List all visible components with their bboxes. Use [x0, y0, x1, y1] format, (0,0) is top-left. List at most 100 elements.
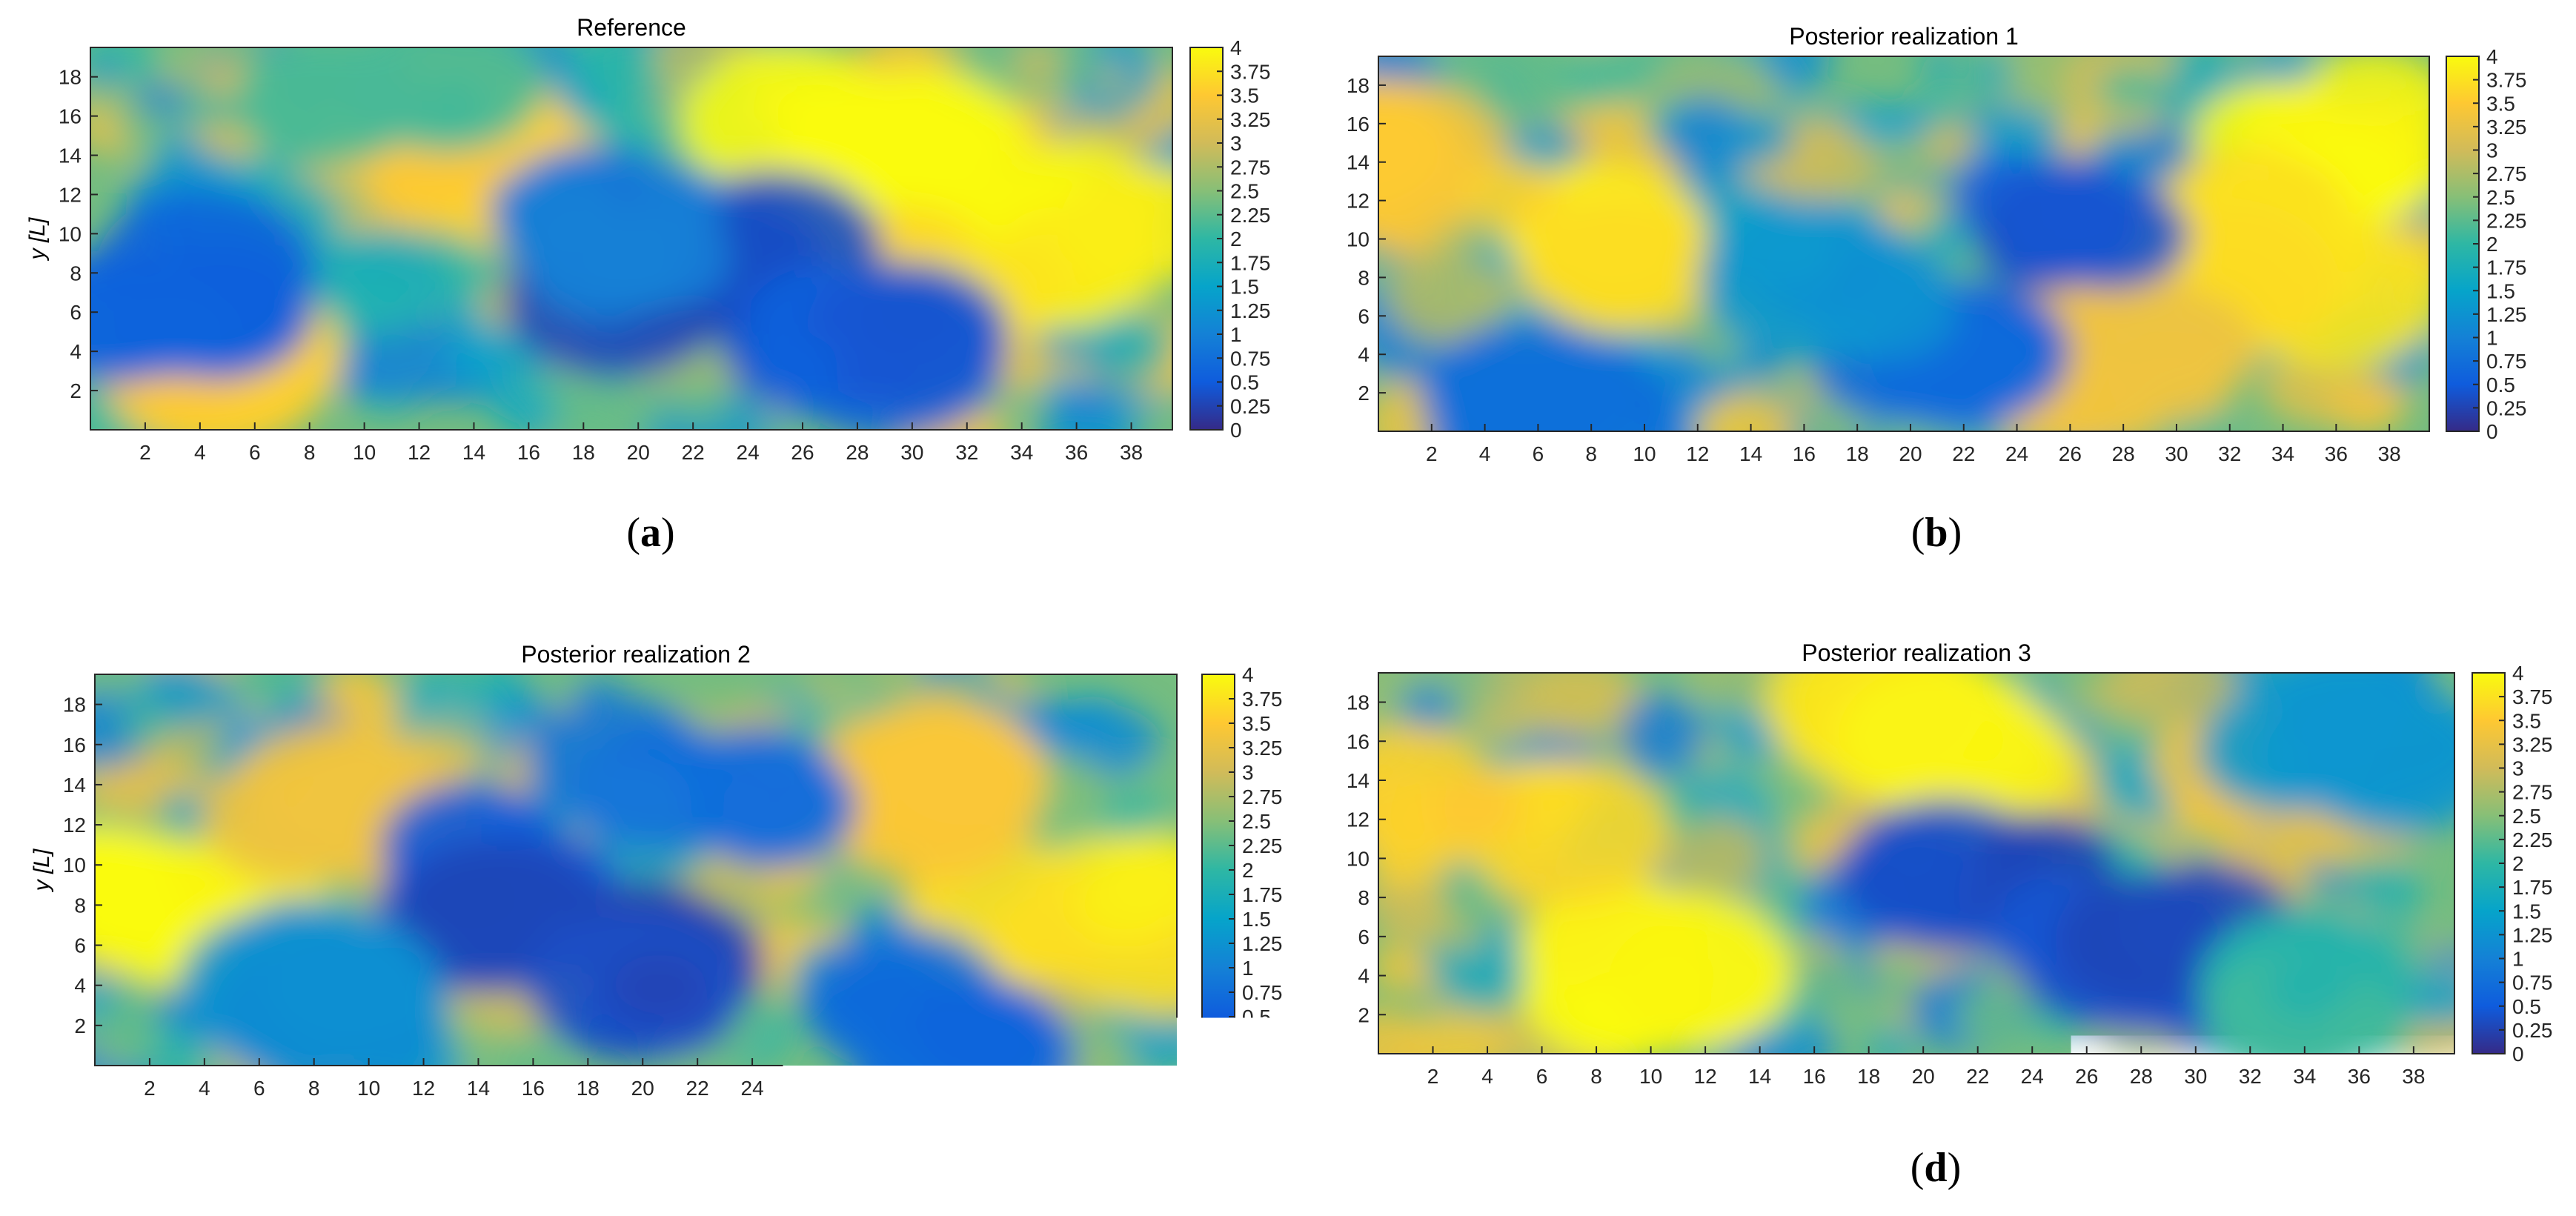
x-tick-label: 6 [253, 1077, 265, 1100]
x-tick-label: 12 [412, 1077, 435, 1100]
x-tick-label: 4 [1481, 1065, 1493, 1088]
x-tick-label: 28 [850, 1077, 873, 1100]
x-tick-label: 2 [1426, 442, 1438, 465]
colorbar-tick-label: 0 [1230, 419, 1242, 442]
x-tick-label: 22 [1952, 442, 1975, 465]
x-tick-label: 16 [522, 1077, 545, 1100]
x-tick-label: 22 [686, 1077, 709, 1100]
panel-caption: (b) [1911, 510, 1962, 556]
colorbar-tick-label: 0 [2512, 1043, 2524, 1066]
y-tick-label: 14 [63, 774, 86, 797]
colorbar-tick-label: 2 [1230, 227, 1242, 250]
colorbar-tick-label: 3.5 [1242, 712, 1271, 735]
x-tick-label: 10 [1633, 442, 1656, 465]
chart-title: Posterior realization 1 [1789, 23, 2018, 50]
colorbar-tick-label: 0.75 [1230, 347, 1271, 370]
heatmap-field [13, 642, 1261, 1134]
x-tick-label: 6 [249, 441, 261, 464]
panel-d: 2 4 6 8 10 12 14 16 18 20 22 24 26 28 30 32 34 36 38246810… [1323, 627, 2553, 1191]
colorbar-tick-label: 2.25 [1242, 834, 1283, 857]
x-tick-label: 32 [2218, 442, 2241, 465]
colorbar-tick-label: 3.75 [2486, 69, 2527, 92]
x-tick-label: 32 [960, 1077, 983, 1100]
x-tick-label: 38 [2378, 442, 2401, 465]
x-tick-label: 26 [795, 1077, 818, 1100]
y-tick-label: 8 [1358, 266, 1370, 289]
colorbar-tick-label: 2.5 [1242, 810, 1271, 833]
colorbar-tick-label: 2.75 [2512, 781, 2553, 804]
x-tick-label: 36 [2325, 442, 2348, 465]
y-tick-label: 6 [74, 934, 86, 957]
chart-title: Posterior realization 2 [521, 641, 750, 668]
colorbar-tick-label: 1.5 [2486, 279, 2515, 302]
colorbar-tick-label: 0.25 [1242, 1030, 1283, 1053]
x-tick-label: 36 [1065, 441, 1088, 464]
y-tick-label: 2 [1358, 1003, 1370, 1026]
colorbar-tick-label: 2.75 [2486, 162, 2527, 185]
colorbar-tick-label: 2.5 [2512, 805, 2541, 828]
colorbar-tick-label: 2.25 [1230, 204, 1271, 227]
y-tick-label: 8 [1358, 886, 1370, 909]
x-tick-label: 2 [1427, 1065, 1439, 1088]
colorbar-tick-label: 2.5 [1230, 180, 1259, 203]
colorbar-tick-label: 2 [2512, 852, 2524, 875]
y-tick-label: 4 [70, 340, 82, 363]
x-tick-label: 4 [194, 441, 206, 464]
x-tick-label: 10 [357, 1077, 380, 1100]
y-tick-label: 4 [1358, 965, 1370, 988]
colorbar-tick-label: 1 [1242, 957, 1254, 980]
x-tick-label: 6 [1533, 442, 1544, 465]
y-tick-label: 18 [1347, 691, 1370, 714]
x-tick-label: 24 [2021, 1065, 2044, 1088]
x-tick-label: 14 [462, 441, 485, 464]
y-tick-label: 12 [59, 183, 82, 206]
x-tick-label: 38 [2402, 1065, 2425, 1088]
colorbar-tick-label: 1.25 [2486, 303, 2527, 326]
y-tick-label: 10 [1347, 847, 1370, 870]
colorbar-tick-label: 0.25 [2512, 1019, 2553, 1042]
y-tick-label: 12 [1347, 808, 1370, 831]
colorbar-tick-label: 2.75 [1230, 156, 1271, 179]
x-tick-label: 4 [199, 1077, 210, 1100]
x-tick-label: 8 [308, 1077, 320, 1100]
colorbar-tick-label: 0.5 [1242, 1006, 1271, 1029]
x-tick-label: 24 [737, 441, 760, 464]
panel-caption: (c) [628, 1145, 674, 1191]
y-tick-label: 12 [63, 814, 86, 837]
x-tick-label: 18 [1846, 442, 1869, 465]
x-tick-label: 38 [1120, 441, 1143, 464]
colorbar-tick-label: 1.75 [2486, 256, 2527, 279]
chart-title: Reference [577, 14, 686, 41]
colorbar-tick-label: 3 [2486, 139, 2498, 162]
x-tick-label: 34 [2271, 442, 2294, 465]
colorbar-tick-label: 0.25 [1230, 395, 1271, 418]
colorbar-tick-label: 3.5 [1230, 84, 1259, 107]
colorbar-tick-label: 1.5 [2512, 900, 2541, 923]
y-tick-label: 16 [1347, 113, 1370, 136]
colorbar-tick-label: 0.25 [2486, 396, 2527, 419]
colorbar-tick-label: 0.75 [1242, 981, 1283, 1004]
y-tick-label: 6 [1358, 926, 1370, 948]
panel-caption: (d) [1911, 1145, 1961, 1191]
x-tick-label: 12 [408, 441, 431, 464]
colorbar-tick-label: 1.25 [2512, 923, 2553, 946]
colorbar-tick-label: 2.75 [1242, 785, 1283, 808]
x-tick-label: 30 [2184, 1065, 2207, 1088]
y-tick-label: 2 [74, 1014, 86, 1037]
colorbar-tick-label: 1.75 [1230, 251, 1271, 274]
colorbar-tick-label: 2.25 [2486, 209, 2527, 232]
colorbar-tick-label: 4 [2512, 662, 2524, 685]
colorbar-tick-label: 3.5 [2512, 709, 2541, 732]
x-tick-label: 18 [1857, 1065, 1880, 1088]
x-tick-label: 36 [1069, 1077, 1092, 1100]
y-tick-label: 12 [1347, 190, 1370, 213]
y-tick-label: 14 [1347, 151, 1370, 174]
colorbar-tick-label: 1.5 [1242, 908, 1271, 931]
x-tick-label: 6 [1536, 1065, 1548, 1088]
colorbar-tick-label: 1.75 [2512, 876, 2553, 899]
x-tick-label: 30 [905, 1077, 928, 1100]
y-tick-label: 10 [63, 854, 86, 877]
x-tick-label: 28 [2112, 442, 2135, 465]
colorbar-tick-label: 3.75 [1230, 60, 1271, 83]
